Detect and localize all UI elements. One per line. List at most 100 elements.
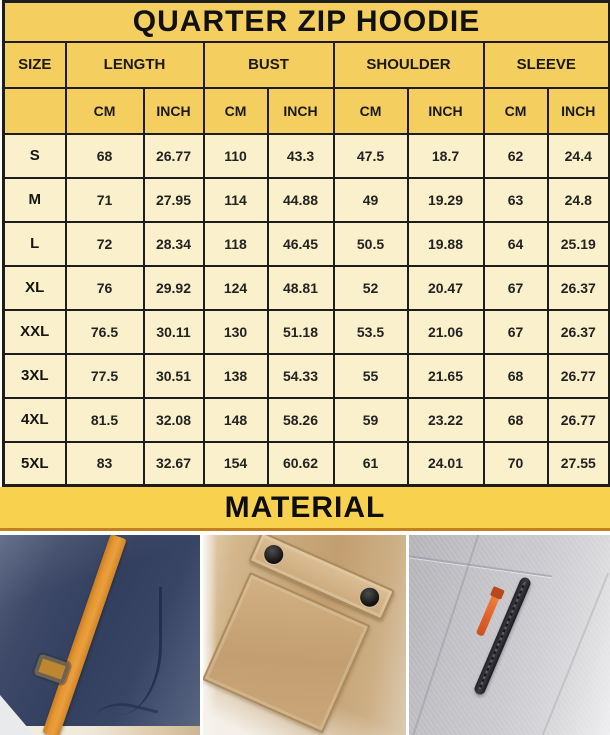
- snap-button-left: [261, 541, 287, 568]
- bust-cm-cell: 148: [202, 396, 269, 443]
- khaki-fabric-snap-pocket-photo: [203, 535, 406, 735]
- unit-header-row: CM INCH CM INCH CM INCH CM INCH: [2, 86, 610, 135]
- sleeve-inch-cell: 24.8: [546, 176, 610, 223]
- row-size-label: L: [2, 220, 67, 267]
- length-cm-cell: 76: [64, 264, 145, 311]
- strap-buckle: [33, 653, 71, 685]
- sleeve-cm-cell: 70: [482, 440, 549, 487]
- length-cm-cell: 77.5: [64, 352, 145, 399]
- shoulder-inch-header: INCH: [406, 86, 485, 135]
- pocket-seam-line: [104, 587, 162, 715]
- bust-inch-cell: 58.26: [266, 396, 335, 443]
- row-size-label: XL: [2, 264, 67, 311]
- gray-fabric-zipper-photo: [409, 535, 610, 735]
- shoulder-inch-cell: 19.88: [406, 220, 485, 267]
- right-seam-line: [526, 572, 610, 735]
- table-row: XXL 76.5 30.11 130 51.18 53.5 21.06 67 2…: [2, 308, 610, 355]
- length-cm-cell: 72: [64, 220, 145, 267]
- length-inch-cell: 30.51: [142, 352, 205, 399]
- bust-cm-cell: 154: [202, 440, 269, 487]
- bust-inch-cell: 44.88: [266, 176, 335, 223]
- length-cm-cell: 76.5: [64, 308, 145, 355]
- horizontal-seam-line: [409, 554, 553, 578]
- shoulder-cm-header: CM: [332, 86, 409, 135]
- bust-cm-header: CM: [202, 86, 269, 135]
- backdrop-corner: [0, 695, 34, 735]
- sleeve-cm-cell: 64: [482, 220, 549, 267]
- bust-cm-cell: 118: [202, 220, 269, 267]
- table-row: 4XL 81.5 32.08 148 58.26 59 23.22 68 26.…: [2, 396, 610, 443]
- row-size-label: S: [2, 132, 67, 179]
- sleeve-cm-header: CM: [482, 86, 549, 135]
- sleeve-cm-cell: 62: [482, 132, 549, 179]
- navy-fabric-orange-strap-photo: [0, 535, 200, 735]
- size-unit-spacer: [2, 86, 67, 135]
- size-chart-table: QUARTER ZIP HOODIE SIZE LENGTH BUST SHOU…: [2, 0, 610, 487]
- material-section-header: MATERIAL: [0, 487, 610, 531]
- table-row: S 68 26.77 110 43.3 47.5 18.7 62 24.4: [2, 132, 610, 179]
- bust-inch-header: INCH: [266, 86, 335, 135]
- column-header-sleeve: SLEEVE: [482, 40, 610, 89]
- zipper-pull-tab: [475, 593, 501, 637]
- bust-inch-cell: 48.81: [266, 264, 335, 311]
- shoulder-cm-cell: 47.5: [332, 132, 409, 179]
- table-row: M 71 27.95 114 44.88 49 19.29 63 24.8: [2, 176, 610, 223]
- sleeve-inch-cell: 26.77: [546, 352, 610, 399]
- sleeve-cm-cell: 67: [482, 308, 549, 355]
- shoulder-inch-cell: 23.22: [406, 396, 485, 443]
- shoulder-inch-cell: 24.01: [406, 440, 485, 487]
- shoulder-cm-cell: 52: [332, 264, 409, 311]
- column-header-shoulder: SHOULDER: [332, 40, 485, 89]
- length-inch-cell: 32.67: [142, 440, 205, 487]
- table-row: L 72 28.34 118 46.45 50.5 19.88 64 25.19: [2, 220, 610, 267]
- shoulder-cm-cell: 59: [332, 396, 409, 443]
- sleeve-inch-cell: 27.55: [546, 440, 610, 487]
- sleeve-inch-cell: 26.77: [546, 396, 610, 443]
- table-row: 5XL 83 32.67 154 60.62 61 24.01 70 27.55: [2, 440, 610, 487]
- length-inch-cell: 32.08: [142, 396, 205, 443]
- sleeve-inch-cell: 26.37: [546, 308, 610, 355]
- bust-inch-cell: 46.45: [266, 220, 335, 267]
- column-header-size: SIZE: [2, 40, 67, 89]
- sleeve-inch-cell: 26.37: [546, 264, 610, 311]
- shoulder-inch-cell: 19.29: [406, 176, 485, 223]
- table-row: 3XL 77.5 30.51 138 54.33 55 21.65 68 26.…: [2, 352, 610, 399]
- page-title: QUARTER ZIP HOODIE: [2, 0, 610, 43]
- sleeve-cm-cell: 68: [482, 352, 549, 399]
- material-photo-strip: [0, 535, 610, 735]
- shoulder-inch-cell: 18.7: [406, 132, 485, 179]
- length-inch-cell: 27.95: [142, 176, 205, 223]
- table-row: XL 76 29.92 124 48.81 52 20.47 67 26.37: [2, 264, 610, 311]
- sleeve-cm-cell: 67: [482, 264, 549, 311]
- length-inch-cell: 30.11: [142, 308, 205, 355]
- cargo-pocket: [203, 535, 399, 735]
- row-size-label: 3XL: [2, 352, 67, 399]
- shoulder-cm-cell: 49: [332, 176, 409, 223]
- bust-cm-cell: 130: [202, 308, 269, 355]
- length-inch-cell: 28.34: [142, 220, 205, 267]
- material-heading: MATERIAL: [224, 490, 386, 524]
- bust-cm-cell: 114: [202, 176, 269, 223]
- shoulder-cm-cell: 61: [332, 440, 409, 487]
- column-header-bust: BUST: [202, 40, 335, 89]
- sleeve-inch-cell: 24.4: [546, 132, 610, 179]
- shoulder-inch-cell: 20.47: [406, 264, 485, 311]
- shoulder-cm-cell: 50.5: [332, 220, 409, 267]
- length-cm-header: CM: [64, 86, 145, 135]
- row-size-label: XXL: [2, 308, 67, 355]
- bust-cm-cell: 138: [202, 352, 269, 399]
- column-group-header-row: SIZE LENGTH BUST SHOULDER SLEEVE: [2, 40, 610, 89]
- bust-inch-cell: 60.62: [266, 440, 335, 487]
- sleeve-cm-cell: 68: [482, 396, 549, 443]
- bust-cm-cell: 124: [202, 264, 269, 311]
- length-cm-cell: 81.5: [64, 396, 145, 443]
- bust-cm-cell: 110: [202, 132, 269, 179]
- column-header-length: LENGTH: [64, 40, 205, 89]
- length-cm-cell: 83: [64, 440, 145, 487]
- shoulder-cm-cell: 53.5: [332, 308, 409, 355]
- length-inch-header: INCH: [142, 86, 205, 135]
- bust-inch-cell: 43.3: [266, 132, 335, 179]
- sleeve-inch-cell: 25.19: [546, 220, 610, 267]
- length-cm-cell: 68: [64, 132, 145, 179]
